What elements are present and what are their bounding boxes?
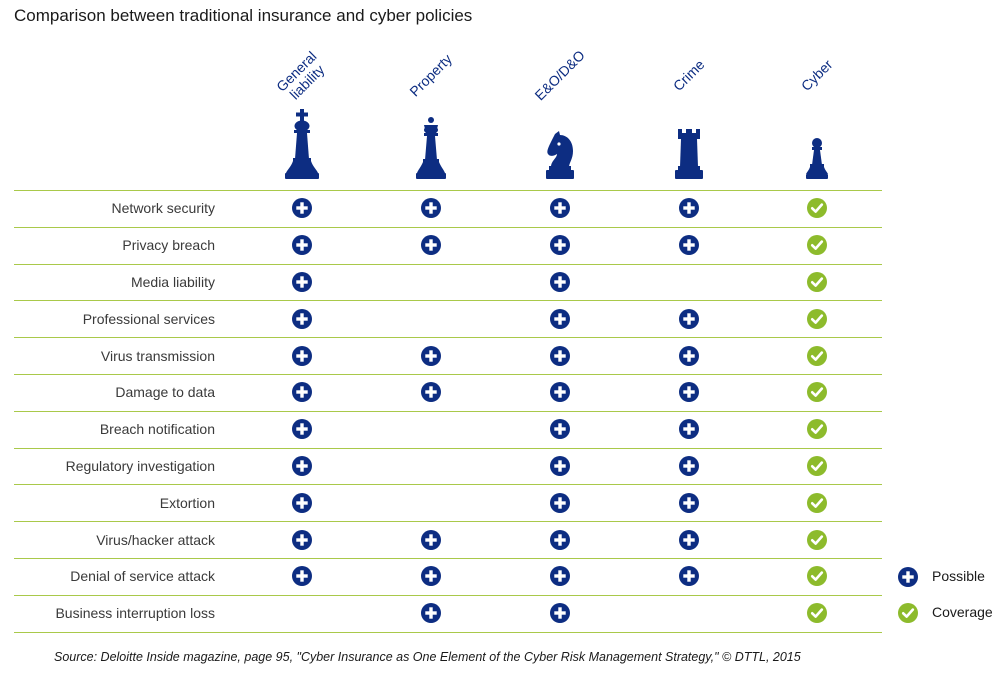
row-label: Privacy breach xyxy=(122,237,215,253)
check-circle-icon xyxy=(807,566,827,586)
plus-circle-icon xyxy=(292,419,312,439)
check-circle-icon xyxy=(807,493,827,513)
plus-circle-icon xyxy=(421,346,441,366)
legend-label: Coverage xyxy=(932,604,993,620)
check-circle-icon xyxy=(807,346,827,366)
plus-circle-icon xyxy=(679,456,699,476)
plus-circle-icon xyxy=(550,493,570,513)
check-circle-icon xyxy=(807,530,827,550)
plus-circle-icon xyxy=(292,456,312,476)
plus-circle-icon xyxy=(550,309,570,329)
plus-circle-icon xyxy=(679,309,699,329)
plus-circle-icon xyxy=(679,419,699,439)
row-divider xyxy=(14,227,882,228)
plus-circle-icon xyxy=(292,566,312,586)
chart-title: Comparison between traditional insurance… xyxy=(14,6,473,25)
row-label: Professional services xyxy=(82,311,215,327)
plus-circle-icon xyxy=(550,198,570,218)
plus-circle-icon xyxy=(550,346,570,366)
row-label: Breach notification xyxy=(99,421,215,437)
queen-icon xyxy=(416,117,446,179)
check-circle-icon xyxy=(807,382,827,402)
plus-circle-icon xyxy=(679,382,699,402)
plus-circle-icon xyxy=(679,198,699,218)
plus-circle-icon xyxy=(421,235,441,255)
plus-circle-icon xyxy=(292,346,312,366)
check-circle-icon xyxy=(898,603,918,623)
check-circle-icon xyxy=(807,456,827,476)
plus-circle-icon xyxy=(550,530,570,550)
row-divider xyxy=(14,411,882,412)
plus-circle-icon xyxy=(421,603,441,623)
plus-circle-icon xyxy=(679,566,699,586)
king-icon xyxy=(285,109,319,179)
check-circle-icon xyxy=(807,309,827,329)
plus-circle-icon xyxy=(292,198,312,218)
plus-circle-icon xyxy=(679,493,699,513)
plus-circle-icon xyxy=(550,272,570,292)
row-label: Media liability xyxy=(130,274,215,290)
plus-circle-icon xyxy=(421,382,441,402)
row-divider xyxy=(14,595,882,596)
plus-circle-icon xyxy=(292,530,312,550)
row-divider xyxy=(14,632,882,633)
plus-circle-icon xyxy=(679,346,699,366)
row-divider xyxy=(14,337,882,338)
plus-circle-icon xyxy=(679,530,699,550)
column-header: Property xyxy=(406,50,456,100)
check-circle-icon xyxy=(807,235,827,255)
plus-circle-icon xyxy=(292,272,312,292)
check-circle-icon xyxy=(807,419,827,439)
plus-circle-icon xyxy=(421,198,441,218)
knight-icon xyxy=(545,131,575,179)
check-circle-icon xyxy=(807,198,827,218)
row-label: Denial of service attack xyxy=(70,568,215,584)
plus-circle-icon xyxy=(292,493,312,513)
row-divider xyxy=(14,374,882,375)
plus-circle-icon xyxy=(292,382,312,402)
row-label: Business interruption loss xyxy=(55,605,215,621)
plus-circle-icon xyxy=(550,235,570,255)
pawn-icon xyxy=(806,137,828,179)
plus-circle-icon xyxy=(550,603,570,623)
source-note: Source: Deloitte Inside magazine, page 9… xyxy=(54,650,801,664)
plus-circle-icon xyxy=(292,235,312,255)
plus-circle-icon xyxy=(550,566,570,586)
row-label: Extortion xyxy=(159,495,215,511)
plus-circle-icon xyxy=(898,567,918,587)
rook-icon xyxy=(675,129,703,179)
column-header: General liability xyxy=(273,48,328,103)
row-divider xyxy=(14,264,882,265)
plus-circle-icon xyxy=(550,382,570,402)
check-circle-icon xyxy=(807,272,827,292)
plus-circle-icon xyxy=(421,566,441,586)
row-label: Damage to data xyxy=(115,384,215,400)
column-header: Crime xyxy=(669,56,708,95)
row-label: Virus/hacker attack xyxy=(96,532,215,548)
row-divider xyxy=(14,521,882,522)
row-divider xyxy=(14,300,882,301)
check-circle-icon xyxy=(807,603,827,623)
plus-circle-icon xyxy=(550,419,570,439)
row-label: Network security xyxy=(111,200,215,216)
plus-circle-icon xyxy=(292,309,312,329)
column-header: E&O/D&O xyxy=(531,46,588,104)
legend-label: Possible xyxy=(932,568,985,584)
row-divider xyxy=(14,558,882,559)
row-divider xyxy=(14,190,882,191)
row-label: Regulatory investigation xyxy=(65,458,215,474)
row-label: Virus transmission xyxy=(100,348,215,364)
plus-circle-icon xyxy=(679,235,699,255)
row-divider xyxy=(14,448,882,449)
row-divider xyxy=(14,484,882,485)
column-header: Cyber xyxy=(797,56,836,95)
plus-circle-icon xyxy=(421,530,441,550)
plus-circle-icon xyxy=(550,456,570,476)
